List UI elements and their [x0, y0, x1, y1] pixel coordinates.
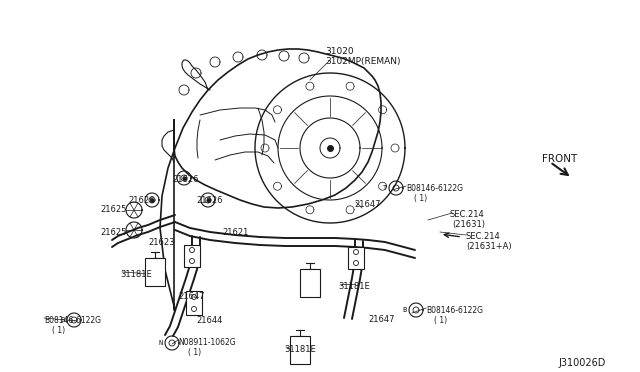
Text: 21626: 21626 — [172, 175, 198, 184]
Text: (21631+A): (21631+A) — [466, 242, 511, 251]
Bar — [300, 269, 320, 297]
Text: 21647: 21647 — [368, 315, 394, 324]
Text: ( 1): ( 1) — [434, 316, 447, 325]
Text: B08146-6122G: B08146-6122G — [44, 316, 101, 325]
Text: SEC.214: SEC.214 — [466, 232, 500, 241]
Text: 21626: 21626 — [128, 196, 154, 205]
Text: ( 1): ( 1) — [52, 326, 65, 335]
Text: T: T — [383, 185, 387, 191]
Text: 31181E: 31181E — [120, 270, 152, 279]
Text: B08146-6122G: B08146-6122G — [426, 306, 483, 315]
Bar — [186, 291, 202, 315]
Text: SEC.214: SEC.214 — [450, 210, 484, 219]
Text: 21623: 21623 — [148, 238, 175, 247]
Text: J310026D: J310026D — [558, 358, 605, 368]
Text: N08911-1062G: N08911-1062G — [178, 338, 236, 347]
Text: 21621: 21621 — [222, 228, 248, 237]
Text: 21625: 21625 — [100, 205, 126, 214]
Bar — [184, 245, 200, 267]
Text: ( 1): ( 1) — [188, 348, 201, 357]
Bar — [348, 247, 364, 269]
Text: 21644: 21644 — [196, 316, 222, 325]
Bar — [290, 336, 310, 364]
Bar — [145, 258, 165, 286]
Text: B: B — [403, 307, 407, 313]
Text: 31020: 31020 — [325, 47, 354, 56]
Text: FRONT: FRONT — [542, 154, 577, 164]
Text: 31181E: 31181E — [338, 282, 370, 291]
Text: 31181E: 31181E — [284, 345, 316, 354]
Text: 21625: 21625 — [100, 228, 126, 237]
Text: N: N — [159, 340, 163, 346]
Text: 3102MP(REMAN): 3102MP(REMAN) — [325, 57, 401, 66]
Text: ( 1): ( 1) — [414, 194, 427, 203]
Text: B08146-6122G: B08146-6122G — [406, 184, 463, 193]
Text: (21631): (21631) — [452, 220, 485, 229]
Text: 21647: 21647 — [354, 200, 381, 209]
Text: B: B — [61, 317, 65, 323]
Text: 21647: 21647 — [178, 292, 205, 301]
Text: 21626: 21626 — [196, 196, 223, 205]
